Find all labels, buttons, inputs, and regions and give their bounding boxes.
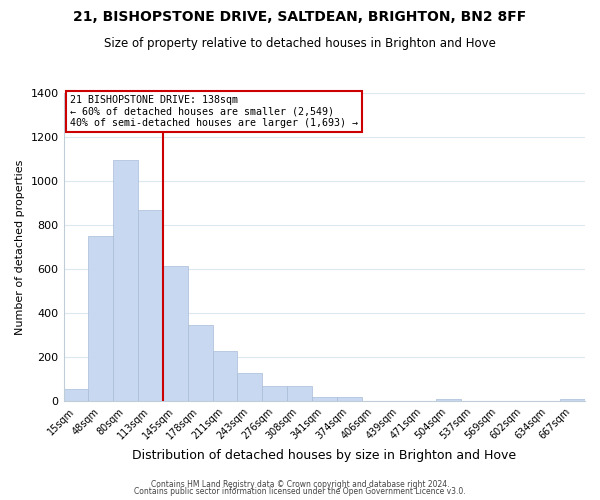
- Bar: [312, 396, 337, 402]
- Bar: [138, 210, 163, 402]
- Bar: [212, 351, 238, 402]
- Bar: [560, 399, 585, 402]
- Bar: [64, 390, 88, 402]
- Bar: [88, 236, 113, 402]
- Text: Contains public sector information licensed under the Open Government Licence v3: Contains public sector information licen…: [134, 487, 466, 496]
- Text: 21 BISHOPSTONE DRIVE: 138sqm
← 60% of detached houses are smaller (2,549)
40% of: 21 BISHOPSTONE DRIVE: 138sqm ← 60% of de…: [70, 95, 358, 128]
- Bar: [287, 386, 312, 402]
- Text: 21, BISHOPSTONE DRIVE, SALTDEAN, BRIGHTON, BN2 8FF: 21, BISHOPSTONE DRIVE, SALTDEAN, BRIGHTO…: [73, 10, 527, 24]
- X-axis label: Distribution of detached houses by size in Brighton and Hove: Distribution of detached houses by size …: [132, 450, 517, 462]
- Bar: [436, 399, 461, 402]
- Text: Size of property relative to detached houses in Brighton and Hove: Size of property relative to detached ho…: [104, 38, 496, 51]
- Bar: [113, 160, 138, 402]
- Bar: [188, 326, 212, 402]
- Bar: [262, 386, 287, 402]
- Bar: [238, 373, 262, 402]
- Y-axis label: Number of detached properties: Number of detached properties: [15, 160, 25, 335]
- Bar: [163, 266, 188, 402]
- Text: Contains HM Land Registry data © Crown copyright and database right 2024.: Contains HM Land Registry data © Crown c…: [151, 480, 449, 489]
- Bar: [337, 398, 362, 402]
